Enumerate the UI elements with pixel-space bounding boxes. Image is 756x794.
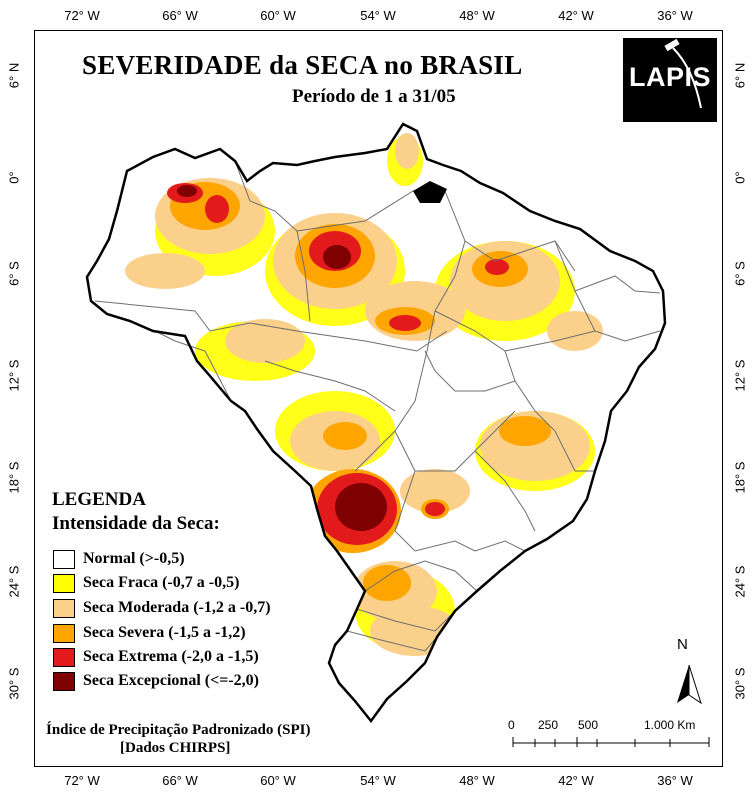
legend-title: LEGENDA [52, 489, 146, 510]
lon-tick-label: 48° W [459, 773, 495, 788]
lat-tick-label: 12° S [6, 359, 22, 392]
scale-label: 250 [538, 718, 559, 732]
lat-tick-label: 24° S [6, 565, 22, 598]
legend-label: Normal (>-0,5) [83, 550, 185, 567]
scale-bar [512, 737, 710, 747]
lat-tick-label: 30° S [732, 667, 748, 700]
lon-tick-label: 60° W [260, 773, 296, 788]
brazil-drought-map [85, 122, 710, 747]
lon-tick-label: 66° W [162, 8, 198, 23]
legend-swatch [53, 623, 75, 643]
legend-label: Seca Fraca (-0,7 a -0,5) [83, 574, 240, 591]
lat-tick-label: 0° [732, 171, 748, 184]
legend-swatch [53, 573, 75, 593]
lat-tick-label: 18° S [6, 461, 22, 494]
legend-swatch [53, 671, 75, 691]
map-frame [34, 30, 723, 767]
amazon-delta-water [413, 181, 447, 203]
legend-subtitle: Intensidade da Seca: [52, 513, 220, 534]
map-subtitle: Período de 1 a 31/05 [292, 86, 456, 107]
lon-tick-label: 66° W [162, 773, 198, 788]
footnote-index: Índice de Precipitação Padronizado (SPI) [46, 722, 311, 738]
lon-tick-label: 42° W [558, 773, 594, 788]
scale-label: 500 [578, 718, 599, 732]
legend-label: Seca Extrema (-2,0 a -1,5) [83, 648, 259, 665]
lapis-logo: LAPIS [623, 38, 717, 122]
legend-swatch [53, 598, 75, 618]
lon-tick-label: 54° W [360, 8, 396, 23]
north-arrow-icon [677, 664, 702, 705]
lon-tick-label: 72° W [64, 8, 100, 23]
legend-item: Seca Fraca (-0,7 a -0,5) [53, 572, 239, 594]
lat-tick-label: 12° S [732, 359, 748, 392]
legend-item: Seca Excepcional (<=-2,0) [53, 670, 259, 692]
legend-swatch [53, 647, 75, 667]
satellite-icon [664, 38, 702, 109]
footnote-source: [Dados CHIRPS] [120, 740, 231, 756]
scale-label: 1.000 Km [644, 718, 696, 732]
map-title: SEVERIDADE da SECA no BRASIL [82, 50, 523, 80]
brazil-border [85, 122, 667, 724]
drought-intensity-layer [125, 133, 603, 656]
lon-tick-label: 60° W [260, 8, 296, 23]
legend-item: Seca Severa (-1,5 a -1,2) [53, 622, 246, 644]
legend-label: Seca Excepcional (<=-2,0) [83, 672, 259, 689]
lon-tick-label: 36° W [657, 8, 693, 23]
legend-label: Seca Moderada (-1,2 a -0,7) [83, 599, 271, 616]
legend-swatch [53, 549, 75, 569]
logo-text: LAPIS [629, 62, 712, 92]
legend-item: Seca Moderada (-1,2 a -0,7) [53, 597, 271, 619]
legend-label: Seca Severa (-1,5 a -1,2) [83, 624, 246, 641]
legend-item: Normal (>-0,5) [53, 548, 185, 570]
lon-tick-label: 72° W [64, 773, 100, 788]
north-label: N [677, 636, 688, 653]
lat-tick-label: 18° S [732, 461, 748, 494]
lon-tick-label: 42° W [558, 8, 594, 23]
lat-tick-label: 0° [6, 171, 22, 184]
lat-tick-label: 6° N [6, 62, 22, 89]
scale-label: 0 [508, 718, 515, 732]
lat-tick-label: 6° N [732, 62, 748, 89]
lon-tick-label: 54° W [360, 773, 396, 788]
lon-tick-label: 36° W [657, 773, 693, 788]
lat-tick-label: 24° S [732, 565, 748, 598]
lat-tick-label: 6° S [732, 261, 748, 286]
legend-item: Seca Extrema (-2,0 a -1,5) [53, 646, 259, 668]
lat-tick-label: 30° S [6, 667, 22, 700]
lat-tick-label: 6° S [6, 261, 22, 286]
lon-tick-label: 48° W [459, 8, 495, 23]
